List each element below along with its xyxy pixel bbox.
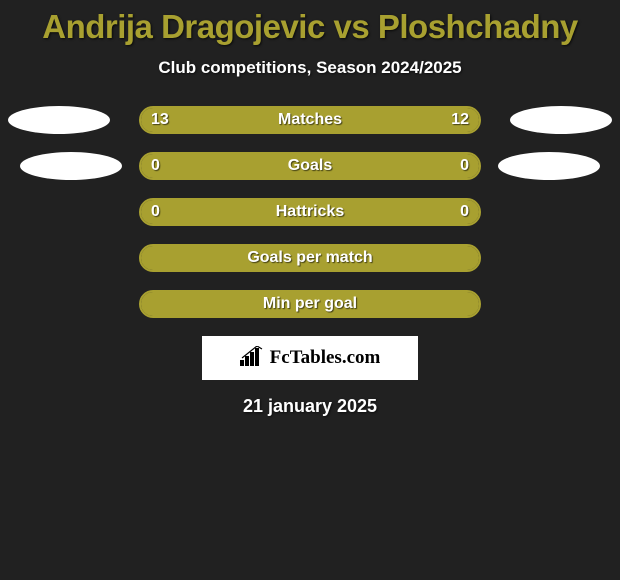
stat-label: Min per goal: [141, 292, 479, 316]
stat-row: 00Goals: [0, 152, 620, 180]
stat-label: Goals per match: [141, 246, 479, 270]
stat-label: Goals: [141, 154, 479, 178]
stat-label: Hattricks: [141, 200, 479, 224]
snapshot-date: 21 january 2025: [0, 396, 620, 417]
stat-bar: 00Goals: [139, 152, 481, 180]
stat-row: 00Hattricks: [0, 198, 620, 226]
logo-banner: FcTables.com: [202, 336, 418, 380]
stat-bar: 00Hattricks: [139, 198, 481, 226]
stat-bar: Min per goal: [139, 290, 481, 318]
player-left-marker: [8, 106, 110, 134]
stat-rows: 1312Matches 00Goals 00Hattricks Goals per m…: [0, 106, 620, 318]
comparison-subtitle: Club competitions, Season 2024/2025: [0, 58, 620, 78]
player-right-marker: [498, 152, 600, 180]
player-right-marker: [510, 106, 612, 134]
logo-text: FcTables.com: [270, 347, 381, 369]
comparison-title: Andrija Dragojevic vs Ploshchadny: [0, 0, 620, 46]
stat-row: Goals per match: [0, 244, 620, 272]
stat-row: 1312Matches: [0, 106, 620, 134]
player-left-marker: [20, 152, 122, 180]
chart-icon: [240, 346, 264, 371]
stat-row: Min per goal: [0, 290, 620, 318]
stat-bar: Goals per match: [139, 244, 481, 272]
stat-label: Matches: [141, 108, 479, 132]
stat-bar: 1312Matches: [139, 106, 481, 134]
